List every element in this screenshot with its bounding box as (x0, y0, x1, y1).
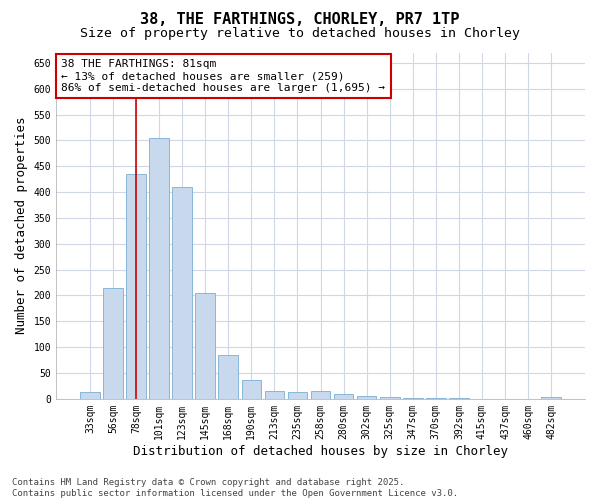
Bar (196, 293, 215, 399)
Bar (126, 174, 146, 399)
Bar (380, 398, 400, 399)
X-axis label: Distribution of detached houses by size in Chorley: Distribution of detached houses by size … (133, 444, 508, 458)
Bar (287, 392, 307, 399)
Bar (149, 138, 169, 399)
Bar (357, 396, 376, 399)
Text: Size of property relative to detached houses in Chorley: Size of property relative to detached ho… (80, 28, 520, 40)
Bar (172, 187, 192, 399)
Bar (311, 391, 331, 399)
Bar (242, 380, 261, 399)
Bar (334, 394, 353, 399)
Bar (80, 392, 100, 399)
Bar (103, 288, 123, 399)
Bar (403, 398, 422, 399)
Text: 38, THE FARTHINGS, CHORLEY, PR7 1TP: 38, THE FARTHINGS, CHORLEY, PR7 1TP (140, 12, 460, 28)
Bar (449, 398, 469, 399)
Bar (541, 398, 561, 399)
Y-axis label: Number of detached properties: Number of detached properties (15, 117, 28, 334)
Text: Contains HM Land Registry data © Crown copyright and database right 2025.
Contai: Contains HM Land Registry data © Crown c… (12, 478, 458, 498)
Text: 38 THE FARTHINGS: 81sqm
← 13% of detached houses are smaller (259)
86% of semi-d: 38 THE FARTHINGS: 81sqm ← 13% of detache… (61, 60, 385, 92)
Bar (265, 391, 284, 399)
Bar (426, 398, 446, 399)
Bar (218, 355, 238, 399)
